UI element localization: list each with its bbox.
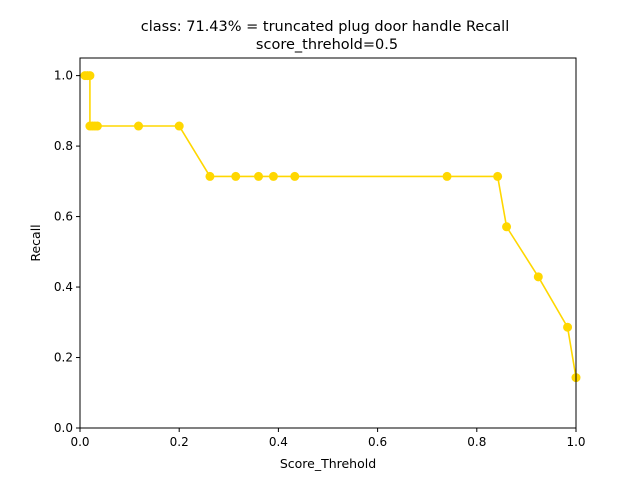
data-point xyxy=(254,171,264,181)
data-point xyxy=(231,171,241,181)
data-point xyxy=(92,121,102,131)
chart-title: class: 71.43% = truncated plug door hand… xyxy=(141,19,510,35)
data-point xyxy=(205,171,215,181)
y-tick-label: 1.0 xyxy=(54,69,73,83)
data-point xyxy=(533,272,543,282)
y-axis-label: Recall xyxy=(28,224,43,261)
data-point xyxy=(290,171,300,181)
x-tick-label: 0.0 xyxy=(70,435,89,449)
y-axis-ticks: 0.0 0.2 0.4 0.6 0.8 1.0 xyxy=(54,69,80,435)
chart-subtitle: score_threhold=0.5 xyxy=(256,37,398,53)
data-point xyxy=(493,171,503,181)
x-axis-label: Score_Threhold xyxy=(280,456,376,471)
x-tick-label: 0.2 xyxy=(170,435,189,449)
y-tick-label: 0.0 xyxy=(54,421,73,435)
data-point xyxy=(502,222,512,232)
y-tick-label: 0.6 xyxy=(54,210,73,224)
data-point xyxy=(268,171,278,181)
x-tick-label: 0.6 xyxy=(368,435,387,449)
x-tick-label: 0.4 xyxy=(269,435,288,449)
data-point xyxy=(442,171,452,181)
data-point xyxy=(85,71,95,81)
data-point xyxy=(174,121,184,131)
data-point xyxy=(134,121,144,131)
plot-area xyxy=(80,58,576,428)
y-tick-label: 0.2 xyxy=(54,351,73,365)
plot-frame xyxy=(79,57,577,429)
data-point xyxy=(563,322,573,332)
x-axis-ticks: 0.0 0.2 0.4 0.6 0.8 1.0 xyxy=(70,428,586,449)
y-tick-label: 0.4 xyxy=(54,280,73,294)
y-tick-label: 0.8 xyxy=(54,139,73,153)
series-layer xyxy=(80,71,581,383)
x-tick-label: 0.8 xyxy=(467,435,486,449)
x-tick-label: 1.0 xyxy=(566,435,585,449)
